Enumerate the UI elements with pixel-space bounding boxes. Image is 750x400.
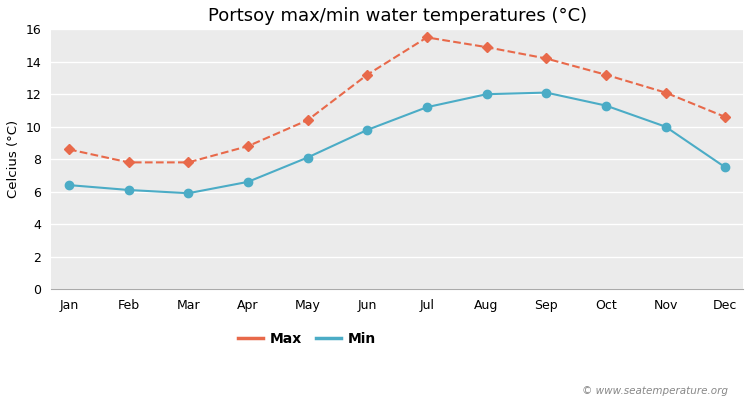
Min: [363, 128, 372, 132]
Min: [184, 191, 193, 196]
Min: [64, 183, 74, 188]
Min: [244, 180, 253, 184]
Min: [124, 188, 134, 192]
Max: [124, 160, 134, 165]
Max: [482, 45, 491, 50]
Max: [184, 160, 193, 165]
Max: [303, 118, 312, 122]
Min: [482, 92, 491, 97]
Line: Max: Max: [65, 34, 729, 166]
Max: [64, 147, 74, 152]
Min: [661, 124, 670, 129]
Y-axis label: Celcius (°C): Celcius (°C): [7, 120, 20, 198]
Max: [721, 114, 730, 119]
Min: [303, 155, 312, 160]
Max: [244, 144, 253, 148]
Line: Min: Min: [64, 88, 729, 197]
Max: [542, 56, 550, 61]
Min: [721, 165, 730, 170]
Max: [422, 35, 431, 40]
Title: Portsoy max/min water temperatures (°C): Portsoy max/min water temperatures (°C): [208, 7, 586, 25]
Legend: Max, Min: Max, Min: [238, 332, 376, 346]
Max: [602, 72, 610, 77]
Text: © www.seatemperature.org: © www.seatemperature.org: [581, 386, 728, 396]
Min: [422, 105, 431, 110]
Min: [542, 90, 550, 95]
Max: [363, 72, 372, 77]
Max: [661, 90, 670, 95]
Min: [602, 103, 610, 108]
